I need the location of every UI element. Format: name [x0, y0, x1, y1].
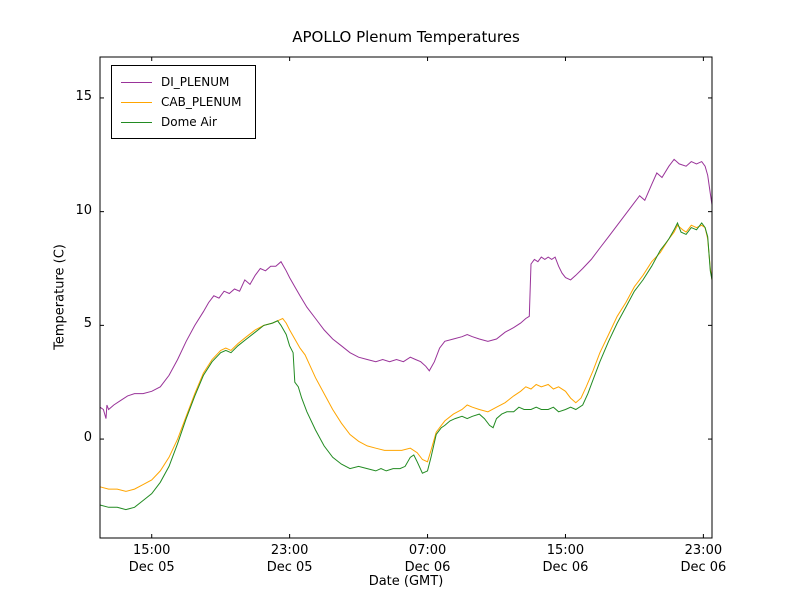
series-line-dome-air	[99, 221, 713, 511]
legend-label-dome-air: Dome Air	[161, 115, 217, 129]
chart-title: APOLLO Plenum Temperatures	[292, 28, 520, 46]
legend-line-sample-cab-plenum	[121, 101, 152, 103]
y-tick-label: 10	[75, 202, 92, 218]
series-line-di-plenum	[99, 158, 713, 419]
x-tick-label: 23:00 Dec 06	[680, 543, 727, 575]
legend-label-di-plenum: DI_PLENUM	[161, 75, 230, 89]
legend-label-cab-plenum: CAB_PLENUM	[161, 95, 242, 109]
y-tick-label: 15	[75, 88, 92, 104]
y-tick-label: 5	[83, 316, 92, 332]
plot-frame	[99, 56, 713, 539]
x-tick-label: 07:00 Dec 06	[404, 543, 451, 575]
legend-line-sample-di-plenum	[121, 81, 152, 83]
x-tick-label: 23:00 Dec 05	[266, 543, 313, 575]
x-tick-label: 15:00 Dec 06	[542, 543, 589, 575]
legend-line-sample-dome-air	[121, 121, 152, 123]
series-line-cab-plenum	[99, 224, 713, 492]
legend-item-cab-plenum: CAB_PLENUM	[121, 92, 241, 112]
y-tick-label: 0	[83, 430, 92, 446]
y-axis-label: Temperature (C)	[52, 244, 68, 350]
x-axis-label: Date (GMT)	[368, 574, 444, 589]
legend-item-dome-air: Dome Air	[121, 112, 241, 132]
legend-item-di-plenum: DI_PLENUM	[121, 72, 241, 92]
x-tick-label: 15:00 Dec 05	[128, 543, 175, 575]
legend: DI_PLENUM CAB_PLENUM Dome Air	[111, 65, 257, 139]
